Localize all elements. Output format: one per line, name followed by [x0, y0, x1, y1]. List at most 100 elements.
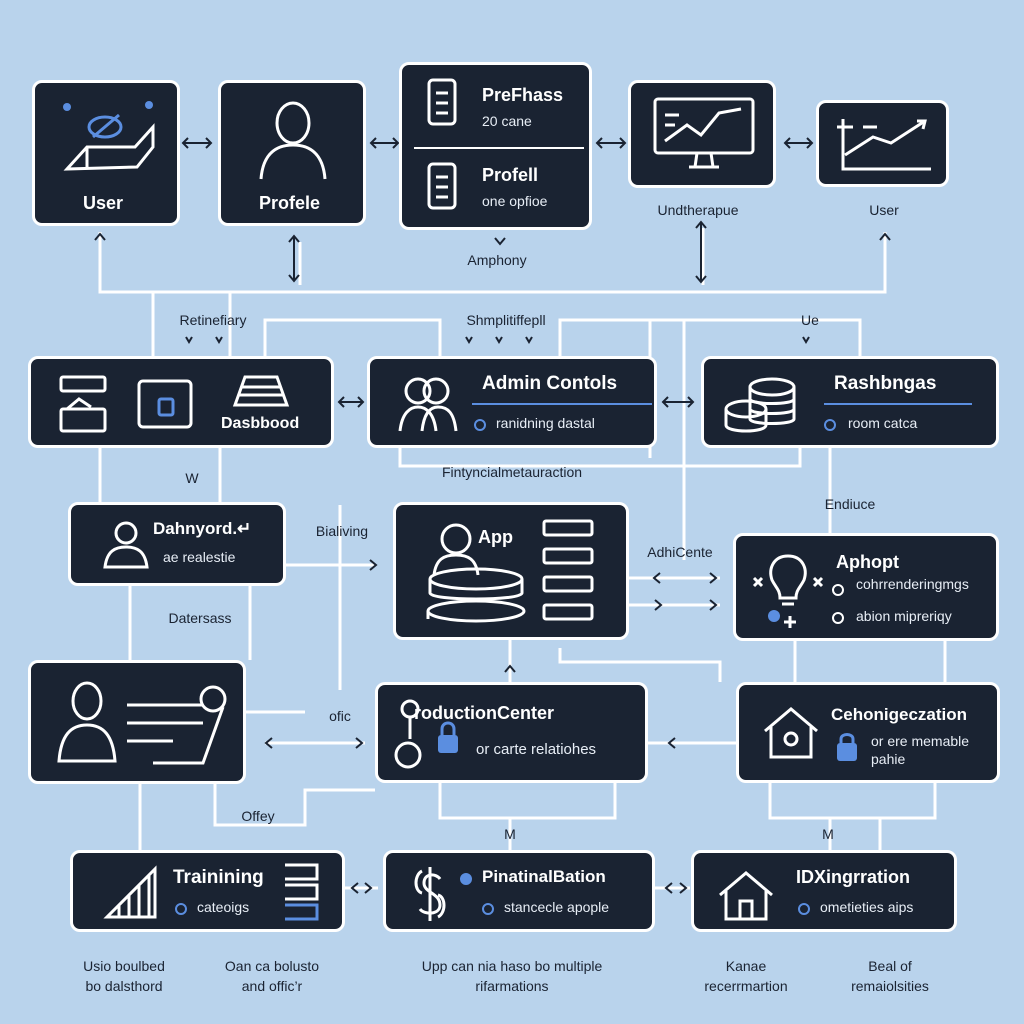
node-training-title: Trainining — [173, 867, 264, 888]
node-profile[interactable]: Profele — [218, 80, 366, 226]
node-cehonig-subtitle2: pahie — [871, 751, 906, 767]
group-icon — [398, 377, 458, 432]
node-prefhass-title: PreFhass — [482, 85, 564, 105]
document-icon — [427, 78, 457, 126]
trend-chart-icon — [837, 119, 931, 171]
coins-icon — [724, 377, 796, 433]
node-user-title: User — [83, 193, 124, 213]
node-training[interactable]: Trainining cateoigs — [70, 850, 345, 932]
label-ofic: ofic — [329, 708, 351, 724]
divider — [414, 147, 584, 149]
label-undtherapue: Undtherapue — [657, 202, 739, 218]
node-prefhass-subtitle2: one opfioe — [482, 193, 548, 209]
user-lock-icon — [394, 699, 458, 769]
node-pinatinal-subtitle: stancecle apople — [504, 899, 610, 915]
node-profile-title: Profele — [259, 193, 321, 213]
radio-dot — [832, 584, 844, 596]
node-production-title: roductionCenter — [414, 703, 555, 723]
label-bialiving: Bialiving — [315, 523, 369, 539]
screen-icon — [137, 379, 193, 429]
caption-4: Kanae recerrmartion — [704, 958, 788, 994]
node-idx-title: IDXingrration — [796, 867, 911, 887]
node-cehonig-subtitle: or ere memable — [871, 733, 970, 749]
node-idx[interactable]: IDXingrration ometieties aips — [691, 850, 957, 932]
node-prefhass-subtitle: 20 cane — [482, 113, 532, 129]
node-aphopt-subtitle2: abion mipreriqy — [856, 608, 952, 624]
lock-icon — [837, 733, 857, 761]
node-prefhass-title2: Profell — [482, 165, 539, 185]
divider — [472, 403, 652, 405]
node-training-subtitle: cateoigs — [197, 899, 250, 915]
label-fintyncial: Fintyncialmetauraction — [441, 464, 583, 480]
node-pinatinal-title: PinatinalBation — [482, 867, 606, 886]
panel-icon — [59, 375, 107, 433]
radio-dot — [482, 903, 494, 915]
radio-dot — [460, 873, 472, 885]
person-icon — [103, 521, 149, 569]
stack-bars-icon — [285, 863, 319, 921]
monitor-chart-icon — [653, 97, 755, 169]
label-m-center: M — [504, 826, 516, 842]
node-aphopt-subtitle: cohrrenderingmgs — [856, 576, 969, 592]
node-dahnyord-title: Dahnyord.↵ — [153, 519, 252, 538]
dollar-icon — [414, 867, 446, 921]
label-shmplitiffepll: Shmplitiffepll — [466, 312, 546, 328]
bar-chart-icon — [103, 865, 157, 919]
node-profile-card[interactable] — [28, 660, 246, 784]
label-datersass: Datersass — [168, 610, 232, 626]
node-dahnyord-subtitle: ae realestie — [163, 549, 236, 565]
node-aphopt-title: Aphopt — [836, 552, 899, 572]
stack-icon — [232, 375, 290, 407]
node-cehonigeczation[interactable]: Cehonigeczation or ere memable pahie — [736, 682, 1000, 783]
document-icon — [427, 162, 457, 210]
label-endiuce: Endiuce — [824, 496, 876, 512]
caption-2: Oan ca bolusto and offic’r — [224, 958, 320, 994]
label-ue: Ue — [801, 312, 819, 328]
node-rashbngas-subtitle: room catca — [848, 415, 918, 431]
node-app[interactable]: App — [393, 502, 629, 640]
node-pinatinal[interactable]: PinatinalBation stancecle apople — [383, 850, 655, 932]
node-admin-subtitle: ranidning dastal — [496, 415, 595, 431]
node-production-center[interactable]: roductionCenter or carte relatiohes — [375, 682, 648, 783]
caption-5: Beal of remaiolsities — [851, 958, 929, 994]
user-desk-icon — [63, 101, 155, 171]
node-monitor-chart[interactable] — [628, 80, 776, 188]
label-m-right: M — [822, 826, 834, 842]
node-rashbngas[interactable]: Rashbngas room catca — [701, 356, 999, 448]
home-icon — [719, 871, 773, 921]
radio-dot — [832, 612, 844, 624]
node-admin-controls[interactable]: Admin Contols ranidning dastal — [367, 356, 657, 448]
node-dashboard-title: Dasbbood — [221, 415, 300, 432]
node-aphopt[interactable]: Aphopt cohrrenderingmgs abion mipreriqy — [733, 533, 999, 641]
label-user-right: User — [869, 202, 899, 218]
node-user[interactable]: User — [32, 80, 180, 226]
node-dahnyord[interactable]: Dahnyord.↵ ae realestie — [68, 502, 286, 586]
label-amphony: Amphony — [467, 252, 527, 268]
person-icon — [259, 101, 327, 180]
label-offey: Offey — [241, 808, 275, 824]
node-dashboard[interactable]: Dasbbood — [28, 356, 334, 448]
label-w-left: W — [185, 470, 199, 486]
node-admin-title: Admin Contols — [482, 373, 618, 394]
node-idx-subtitle: ometieties aips — [820, 899, 914, 915]
radio-dot — [474, 419, 486, 431]
label-adhicente: AdhiCente — [647, 544, 713, 560]
caption-3: Upp can nia haso bo multiple rifarmation… — [421, 958, 603, 994]
radio-dot — [824, 419, 836, 431]
label-retinefiary: Retinefiary — [179, 312, 247, 328]
node-prefhass[interactable]: PreFhass 20 cane Profell one opfioe — [399, 62, 592, 230]
node-app-title: App — [478, 527, 513, 547]
node-rashbngas-title: Rashbngas — [834, 373, 937, 394]
database-person-icon — [426, 523, 526, 623]
id-card-icon — [57, 681, 227, 765]
radio-dot — [175, 903, 187, 915]
caption-1: Usio boulbed bo dalsthord — [83, 958, 165, 994]
node-cehonig-title: Cehonigeczation — [831, 705, 968, 724]
node-production-subtitle: or carte relatiohes — [476, 741, 597, 758]
node-trend-chart[interactable] — [816, 100, 949, 187]
home-icon — [764, 707, 818, 759]
radio-dot — [798, 903, 810, 915]
list-icon — [542, 519, 594, 621]
lightbulb-icon — [752, 554, 824, 628]
